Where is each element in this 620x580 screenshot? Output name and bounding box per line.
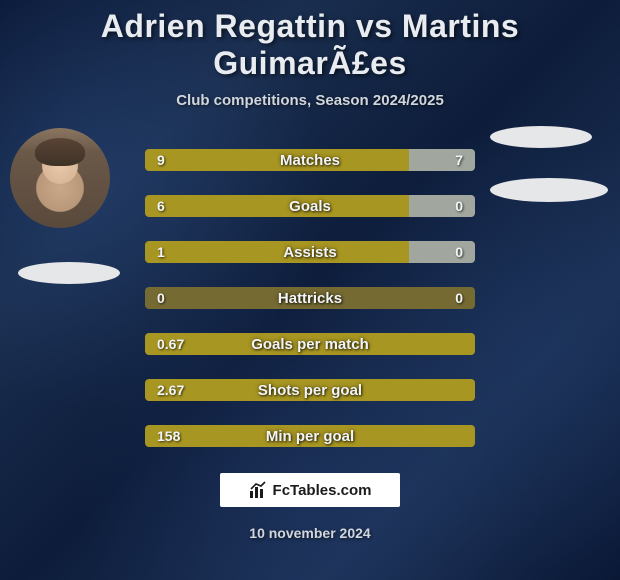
stats-icon — [249, 481, 267, 499]
stat-bar-right — [310, 287, 475, 309]
stat-bar-left — [145, 333, 475, 355]
player1-avatar-image — [10, 128, 110, 228]
stat-bar-left — [145, 241, 409, 263]
stat-row: Goals per match0.67 — [145, 333, 475, 355]
stat-row: Matches97 — [145, 149, 475, 171]
stat-row: Hattricks00 — [145, 287, 475, 309]
stat-bar-left — [145, 149, 409, 171]
content-root: Adrien Regattin vs Martins GuimarÃ£es Cl… — [0, 0, 620, 580]
stat-row: Goals60 — [145, 195, 475, 217]
page-subtitle: Club competitions, Season 2024/2025 — [176, 92, 444, 109]
stat-row: Min per goal158 — [145, 425, 475, 447]
stat-bar-right — [409, 195, 475, 217]
player2-avatar-placeholder — [490, 126, 592, 148]
stat-row: Shots per goal2.67 — [145, 379, 475, 401]
player1-country-placeholder — [18, 262, 120, 284]
stat-row: Assists10 — [145, 241, 475, 263]
stat-bar-left — [145, 379, 475, 401]
branding-badge[interactable]: FcTables.com — [220, 473, 400, 507]
stat-bar-right — [409, 149, 475, 171]
branding-text: FcTables.com — [273, 482, 372, 499]
player2-country-placeholder — [490, 178, 608, 202]
stat-bar-right — [409, 241, 475, 263]
stat-bar-left — [145, 195, 409, 217]
footer-date: 10 november 2024 — [249, 525, 370, 541]
stat-bar-left — [145, 287, 310, 309]
stats-bars: Matches97 Goals60 Assists10 Hattricks00 Goal… — [145, 149, 475, 447]
stat-bar-left — [145, 425, 475, 447]
player1-avatar — [10, 128, 110, 228]
page-title: Adrien Regattin vs Martins GuimarÃ£es — [0, 8, 620, 82]
